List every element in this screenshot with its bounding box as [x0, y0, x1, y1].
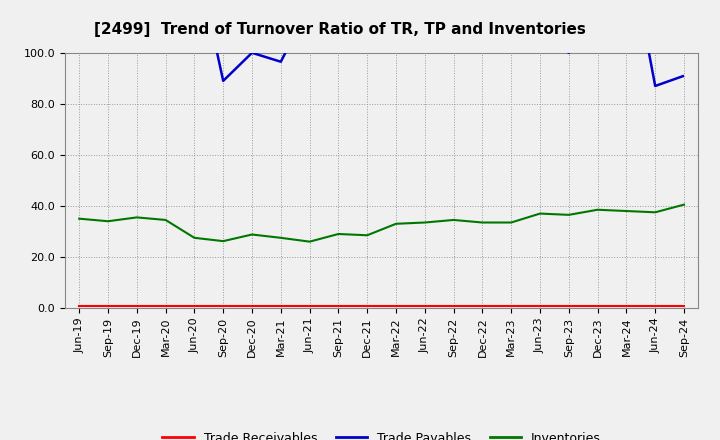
- Legend: Trade Receivables, Trade Payables, Inventories: Trade Receivables, Trade Payables, Inven…: [157, 427, 606, 440]
- Text: [2499]  Trend of Turnover Ratio of TR, TP and Inventories: [2499] Trend of Turnover Ratio of TR, TP…: [94, 22, 585, 37]
